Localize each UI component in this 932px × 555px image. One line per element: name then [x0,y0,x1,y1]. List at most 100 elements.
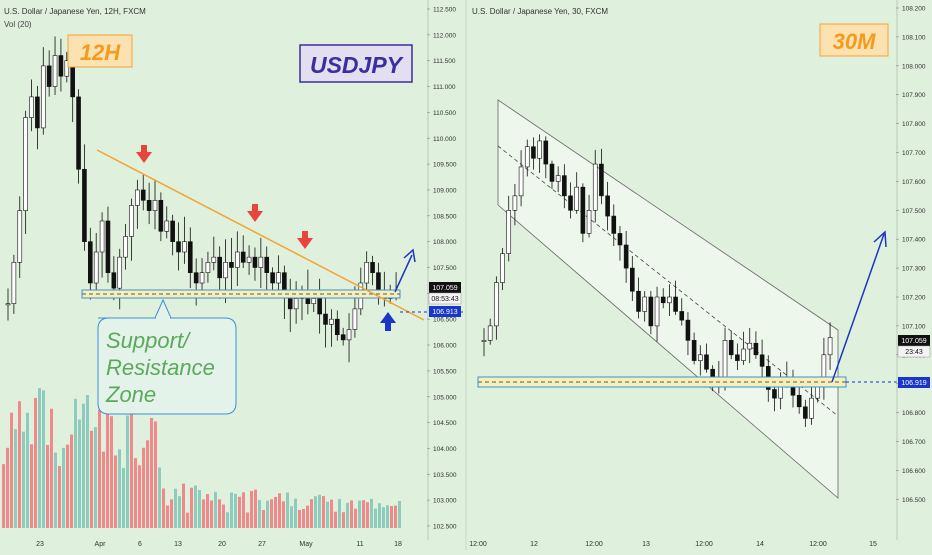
price-tick-label: 108.200 [902,6,926,13]
volume-bar [354,508,357,528]
candle-down [58,55,64,77]
right-price-tag [898,335,930,346]
volume-bar [146,440,149,528]
volume-bar [342,512,345,528]
right-level-tag [898,377,930,388]
price-tick-label: 106.600 [902,468,926,475]
volume-bar [346,502,349,528]
volume-bar [270,499,273,528]
price-tick-label: 110.000 [433,136,456,143]
time-tick-label: 14 [756,541,764,548]
candle-down [270,272,275,284]
volume-bar [310,499,313,528]
price-tick-label: 107.900 [902,92,926,99]
volume-bar [6,447,9,528]
candle-down [35,96,40,129]
volume-bar [302,508,305,528]
candle-up [11,262,17,304]
candle-down [334,318,340,336]
right-candles [481,134,833,427]
volume-bar [10,412,13,528]
volume-bar [230,492,233,528]
volume-bar [102,451,105,528]
volume-bar [306,505,309,528]
candle-down [735,354,740,361]
price-tick-label: 107.500 [902,208,926,215]
candle-down [217,256,222,279]
candle-down [240,251,246,263]
candle-up [258,256,264,268]
time-tick-label: 18 [394,541,402,548]
candle-up [667,296,672,304]
price-tick-label: 102.500 [433,524,457,531]
volume-bar [106,397,109,528]
candle-up [697,354,703,361]
candle-up [741,348,746,361]
candle-down [88,241,93,284]
channel-midline [497,145,839,417]
candle-down [543,140,549,165]
candle-up [40,65,46,129]
price-tick-label: 107.700 [902,150,926,157]
volume-bar [238,496,241,528]
volume-bar [214,491,217,528]
volume-bar [190,487,193,528]
candle-down [158,199,164,232]
volume-bar [390,506,393,528]
volume-bar [138,465,141,528]
volume-bar [242,492,245,528]
candle-up [364,262,369,284]
candle-down [728,340,734,356]
candle-down [252,256,258,268]
time-tick-label: 20 [218,541,226,548]
price-tick-label: 106.500 [433,317,457,324]
left-level-tag-text: 106.913 [432,309,457,316]
volume-bar [330,499,333,528]
price-tick-label: 106.500 [902,497,926,504]
right-header: U.S. Dollar / Japanese Yen, 30, FXCM [472,7,608,16]
candle-up [293,298,299,310]
volume-bar [318,494,321,528]
candle-down [46,65,52,87]
left-volume-label: Vol (20) [4,20,32,29]
time-tick-label: 12:00 [585,541,603,548]
left-countdown-text: 08:53:43 [431,296,458,303]
right-panel: U.S. Dollar / Japanese Yen, 30, FXCM 30M… [469,0,931,548]
left-price-tag-text: 107.059 [432,285,457,292]
volume-bar [266,500,269,528]
callout-line-2: Resistance [106,355,215,380]
volume-bar [246,512,249,528]
volume-bar [218,499,221,528]
candle-down [340,334,346,341]
candle-up [722,340,728,379]
volume-bar [14,429,17,528]
candle-down [660,296,666,304]
volume-bar [366,502,369,528]
candle-down [636,290,641,312]
volume-bar [82,403,85,528]
candle-up [574,186,580,211]
candle-up [512,195,518,211]
price-tick-label: 108.500 [433,213,457,220]
candle-up [199,272,205,284]
candle-down [803,406,808,419]
candle-up [123,236,128,258]
time-tick-label: May [299,541,313,548]
volume-bar [258,500,261,528]
candle-down [648,296,654,327]
volume-bar [182,483,185,528]
candle-up [276,272,281,284]
volume-bar [74,398,77,528]
volume-bar [26,412,29,528]
volume-bar [362,500,365,528]
volume-bar [234,493,237,528]
candle-down [111,272,117,289]
right-countdown-text: 23:43 [905,349,923,356]
candle-up [827,337,833,356]
volume-bar [314,496,317,528]
candle-up [152,199,158,211]
right-price-tag-text: 107.059 [901,338,926,345]
volume-bar [162,488,165,528]
candle-down [105,220,111,273]
